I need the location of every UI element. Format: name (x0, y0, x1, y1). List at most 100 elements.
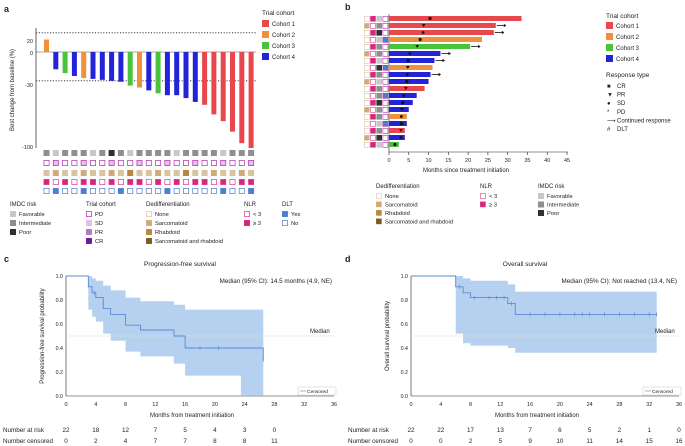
b-grid-cell-18-0 (363, 142, 370, 148)
b-grid-cell-1-3 (382, 22, 389, 29)
b-grid-cell-12-1 (370, 100, 376, 106)
nlr-legend-title: NLR (244, 202, 257, 208)
dd-label-1: Sarcomatoid (155, 221, 188, 227)
a-imdc-cell-3 (71, 150, 78, 156)
tc-swatch-3 (86, 238, 92, 244)
b-sd-marker-3 (418, 37, 422, 42)
a-tc-cell-2 (62, 160, 69, 166)
dd-label-2: Rhabdoid (155, 230, 180, 236)
response-symbol-4: ⟶ (607, 118, 616, 124)
b-arrowhead-8 (438, 72, 442, 77)
a-nlr-cell-17 (201, 179, 208, 185)
imdc-label-1: Intermediate (19, 221, 51, 227)
km-xtick-2-2: 8 (124, 402, 127, 408)
b-grid-cell-15-3 (382, 121, 389, 127)
b-grid-cell-1-0 (363, 22, 370, 29)
km-risk-2-0: 22 (62, 427, 70, 434)
a-annotation-grid (43, 150, 255, 194)
a-nlr-cell-4 (80, 179, 87, 185)
b-bar-15 (389, 121, 407, 126)
a-imdc-cell-9 (127, 150, 134, 156)
km-risk-2-5: 4 (213, 427, 217, 434)
km-risk-2-2: 12 (122, 427, 130, 434)
a-imdc-cell-6 (99, 150, 106, 156)
km-censored-legend-box-3 (642, 386, 682, 396)
a-nlr-cell-10 (136, 179, 143, 185)
km-xtick-3-2: 8 (469, 402, 472, 408)
b-grid-cell-11-3 (382, 93, 389, 99)
b-pr-marker-1 (421, 24, 426, 27)
nlr-swatch-1 (244, 220, 250, 226)
a-tc-cell-3 (71, 160, 78, 166)
b-grid-cell-1-1 (370, 22, 376, 29)
a-tc-cell-15 (183, 160, 189, 166)
b-pr-marker-16 (399, 129, 403, 132)
tc-legend-title: Trial cohort (86, 202, 116, 208)
a-bar-22 (248, 52, 254, 148)
a-nlr-cell-11 (145, 179, 152, 185)
a-dd-cell-13 (164, 170, 171, 176)
a-imdc-cell-7 (108, 150, 115, 156)
a-bar-16 (192, 52, 198, 102)
b-xtick-label-3: 15 (445, 158, 451, 164)
b-sd-marker-0 (428, 16, 432, 21)
a-nlr-cell-15 (183, 179, 189, 185)
dd-swatch-3 (146, 238, 152, 244)
imdc-swatch-2 (10, 229, 16, 235)
b-arrowhead-1 (503, 23, 507, 28)
a-tc-cell-21 (238, 160, 245, 166)
a-legend-swatch-3 (262, 53, 269, 60)
km-xtick-2-3: 12 (152, 402, 158, 408)
response-label-1: PR (617, 93, 626, 99)
a-bar-group (36, 32, 256, 148)
km-xtick-2-4: 16 (182, 402, 188, 408)
a-bar-5 (90, 52, 96, 79)
a-dlt-cell-12 (155, 188, 162, 194)
b-grid-cell-15-0 (363, 121, 370, 127)
b-grid-cell-6-1 (370, 57, 376, 64)
a-nlr-cell-16 (192, 179, 199, 185)
km-censored-2-1: 2 (94, 438, 98, 445)
b-arrowhead-2 (501, 30, 505, 35)
b-legend-label-3: Cohort 4 (616, 57, 640, 63)
b-grid-cell-5-1 (370, 50, 376, 57)
imdc-label-0: Favorable (19, 212, 45, 218)
a-nlr-cell-9 (127, 179, 134, 185)
b-xtick-label-5: 25 (485, 158, 491, 164)
b-sd-marker-17 (399, 136, 403, 139)
b-grid-cell-6-0 (363, 57, 370, 64)
b-imdc-legend-title: IMDC risk (538, 184, 565, 190)
b-grid-cell-7-1 (370, 65, 376, 71)
b-grid-cell-14-2 (376, 114, 383, 120)
km-censored-3-3: 5 (499, 438, 503, 445)
b-grid-cell-9-0 (363, 79, 370, 85)
a-dlt-cell-17 (201, 188, 208, 194)
a-imdc-cell-19 (220, 150, 227, 156)
b-annotation-grid (363, 15, 389, 148)
a-nlr-cell-19 (220, 179, 227, 185)
km-ylabel-2: Progression-free survival probability (40, 288, 46, 383)
b-bar-2 (389, 30, 494, 35)
b-bar-10 (389, 86, 425, 91)
km-median-label-2: Median (310, 329, 330, 335)
km-xtick-3-4: 16 (527, 402, 533, 408)
tc-swatch-2 (86, 229, 92, 235)
km-ytick-2-4: 0.8 (56, 298, 63, 304)
km-censored-2-7: 11 (271, 438, 278, 445)
b-grid-cell-13-3 (382, 107, 389, 113)
km-xtick-3-5: 20 (557, 402, 563, 408)
b-bar-14 (389, 114, 407, 119)
a-dd-cell-10 (136, 170, 143, 176)
a-dd-cell-19 (220, 170, 227, 176)
os-panel: Overall survival Median Median (95% CI): N… (348, 261, 683, 445)
a-bar-3 (71, 52, 77, 76)
response-symbol-0: ■ (607, 84, 611, 90)
b-xtick-label-7: 35 (524, 158, 530, 164)
a-dd-cell-12 (155, 170, 162, 176)
a-legend-title: Trial cohort (262, 10, 294, 17)
b-grid-cell-8-1 (370, 72, 376, 78)
b-grid-cell-17-3 (382, 135, 389, 141)
b-grid-cell-16-3 (382, 128, 389, 134)
b-grid-cell-8-0 (363, 72, 370, 78)
b-x-ticks: 0 5 10 15 20 25 30 35 40 45 (387, 152, 570, 164)
